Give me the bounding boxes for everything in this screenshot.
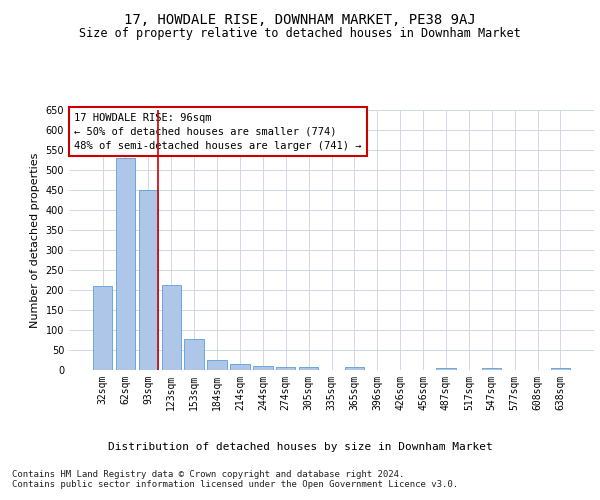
Text: 17, HOWDALE RISE, DOWNHAM MARKET, PE38 9AJ: 17, HOWDALE RISE, DOWNHAM MARKET, PE38 9… (124, 12, 476, 26)
Bar (93, 286, 112, 370)
Bar (299, 367, 319, 370)
Text: Distribution of detached houses by size in Downham Market: Distribution of detached houses by size … (107, 442, 493, 452)
Y-axis label: Number of detached properties: Number of detached properties (30, 152, 40, 328)
Bar (230, 364, 250, 370)
Bar (551, 368, 570, 370)
Text: Size of property relative to detached houses in Downham Market: Size of property relative to detached ho… (79, 28, 521, 40)
Text: Contains HM Land Registry data © Crown copyright and database right 2024.
Contai: Contains HM Land Registry data © Crown c… (12, 470, 458, 490)
Bar (276, 367, 295, 370)
Bar (344, 367, 364, 370)
Bar (208, 360, 227, 370)
Bar (116, 158, 135, 370)
Bar (436, 368, 455, 370)
Bar (253, 366, 272, 370)
Bar (482, 368, 502, 370)
Bar (184, 339, 204, 370)
Bar (139, 190, 158, 370)
Bar (161, 285, 181, 370)
Text: 17 HOWDALE RISE: 96sqm
← 50% of detached houses are smaller (774)
48% of semi-de: 17 HOWDALE RISE: 96sqm ← 50% of detached… (74, 112, 362, 150)
